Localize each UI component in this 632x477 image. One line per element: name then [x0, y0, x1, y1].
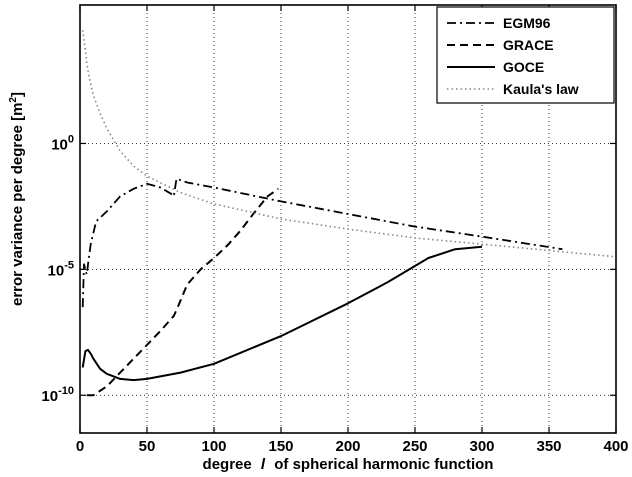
legend-entry: Kaula's law	[503, 81, 579, 97]
x-tick-label: 150	[268, 438, 293, 455]
series-line-kaula-s-law	[81, 30, 617, 258]
x-axis-ticks: 0 50 100 150 200 250 300 350 400	[76, 5, 629, 455]
y-axis-label-sup: 2	[8, 97, 19, 103]
x-tick-label: 0	[76, 438, 84, 455]
y-tick-label: 100	[51, 133, 74, 153]
series-line-egm96	[81, 177, 563, 308]
y-tick-exponent: 0	[68, 133, 74, 145]
x-tick-label: 100	[201, 438, 226, 455]
y-axis-label: error variance per degree [m2]	[8, 92, 26, 306]
grid-lines	[80, 5, 616, 433]
x-tick-label: 250	[402, 438, 427, 455]
series-line-grace	[86, 187, 279, 397]
series-layer	[81, 30, 617, 397]
y-axis-label-main: error variance per degree [m	[9, 103, 26, 306]
legend-entry: GOCE	[503, 59, 544, 75]
y-tick-label: 10-5	[48, 259, 74, 279]
y-tick-base: 10	[41, 388, 58, 405]
legend: EGM96 GRACE GOCE Kaula's law	[436, 6, 615, 104]
x-tick-label: 350	[536, 438, 561, 455]
legend-entry: EGM96	[503, 15, 551, 31]
x-tick-label: 300	[469, 438, 494, 455]
x-tick-label: 400	[603, 438, 628, 455]
x-axis-label-start: degree	[203, 456, 252, 473]
x-axis-label-italic: l	[261, 456, 266, 473]
y-tick-base: 10	[51, 136, 68, 153]
x-tick-label: 200	[335, 438, 360, 455]
series-line-goce	[81, 245, 483, 382]
y-axis-label-end: ]	[9, 92, 26, 97]
x-axis-label: degree l of spherical harmonic function	[203, 456, 494, 473]
y-tick-exponent: -10	[58, 385, 74, 397]
y-tick-label: 10-10	[41, 385, 74, 405]
legend-entry: GRACE	[503, 37, 554, 53]
y-tick-exponent: -5	[64, 259, 74, 271]
x-tick-label: 50	[139, 438, 156, 455]
y-tick-base: 10	[48, 262, 65, 279]
x-axis-label-rest: of spherical harmonic function	[274, 456, 493, 473]
